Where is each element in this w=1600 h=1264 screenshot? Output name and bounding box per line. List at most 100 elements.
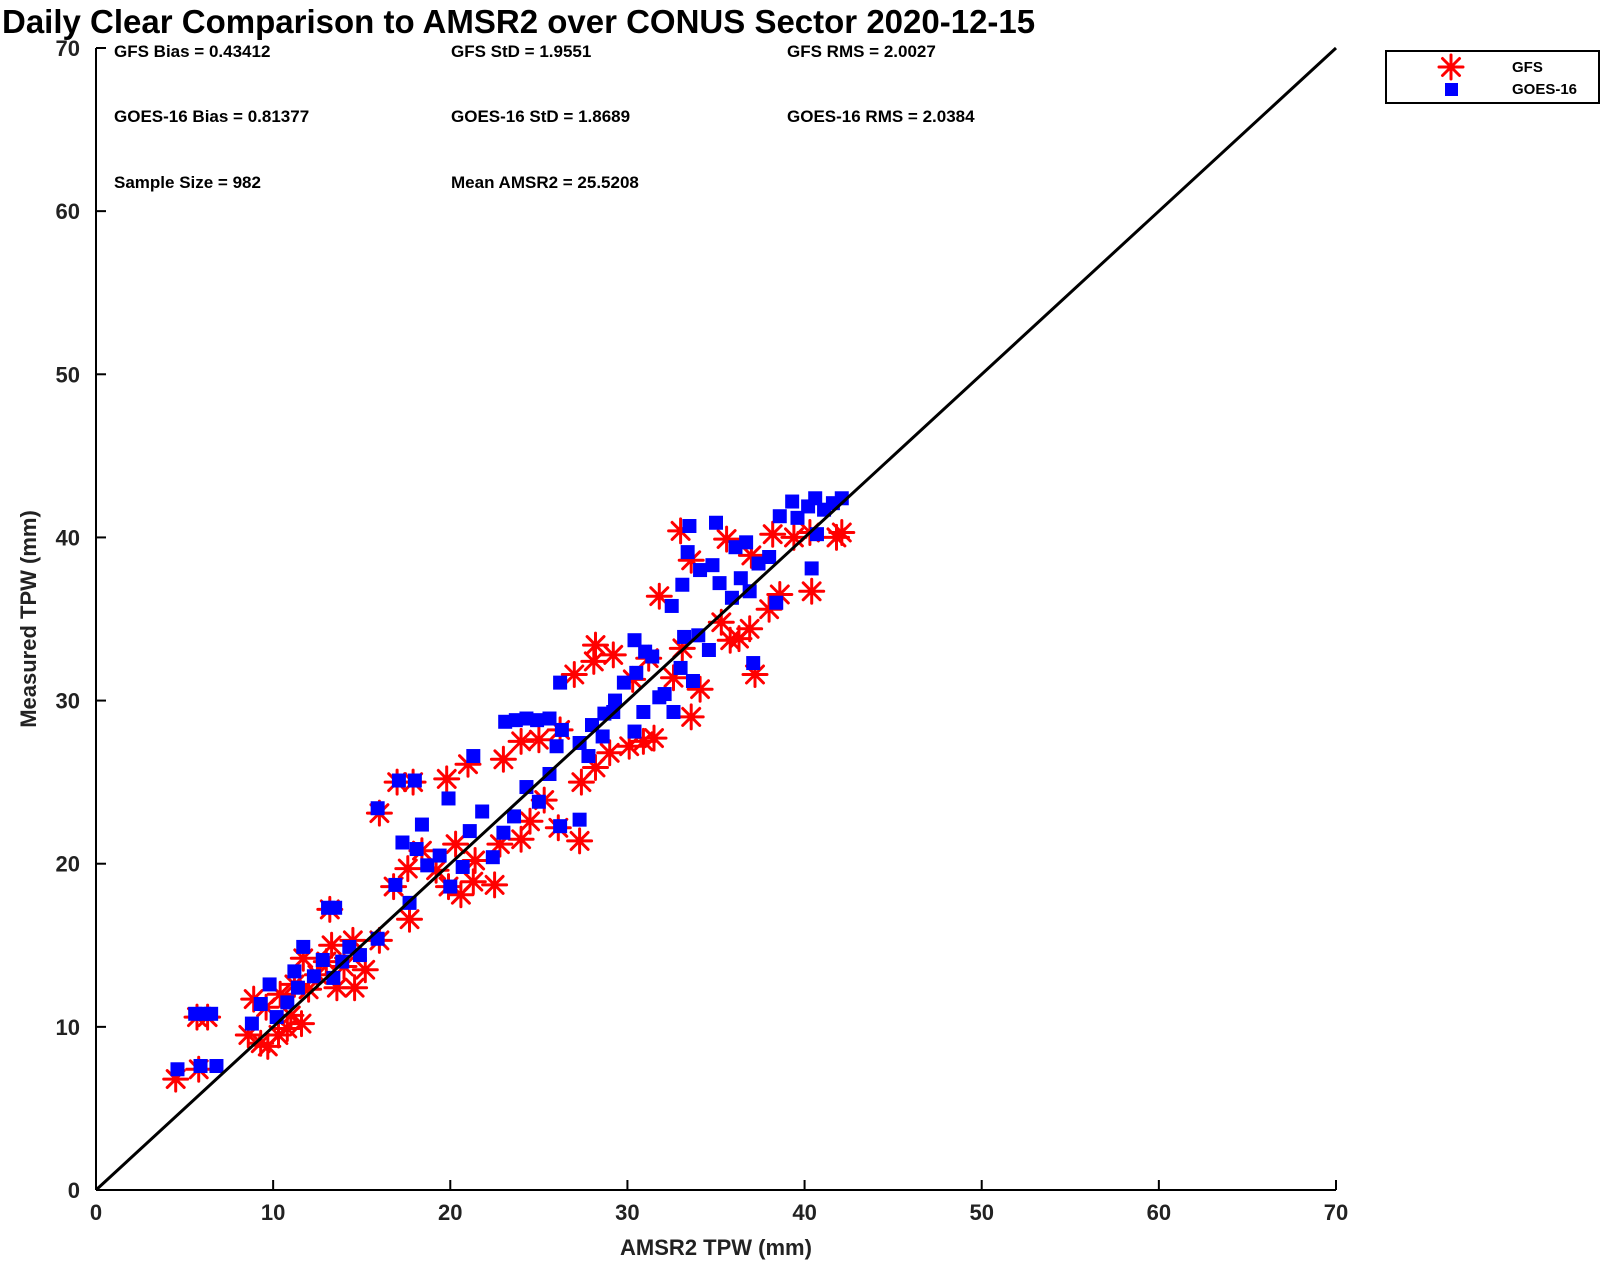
gfs-point xyxy=(323,974,351,1002)
x-axis-label: AMSR2 TPW (mm) xyxy=(620,1235,812,1260)
goes16-point xyxy=(475,804,490,819)
goes16-point xyxy=(595,729,610,744)
goes16-point xyxy=(409,842,424,857)
x-tick-label: 30 xyxy=(615,1200,639,1225)
gfs-point xyxy=(759,520,787,548)
goes16-point xyxy=(739,535,754,550)
goes16-point xyxy=(769,595,784,610)
legend-gfs-asterisk-stroke xyxy=(1437,53,1465,81)
goes16-point xyxy=(370,801,385,816)
goes16-point xyxy=(675,577,690,592)
gfs-point xyxy=(433,765,461,793)
statistics-panel: GFS Bias = 0.43412 GFS StD = 1.9551 GFS … xyxy=(114,42,975,192)
y-axis-label: Measured TPW (mm) xyxy=(16,510,41,728)
gfs-point xyxy=(162,1065,190,1093)
legend-goes16-square-icon xyxy=(1445,83,1458,96)
gfs-point xyxy=(615,732,643,760)
gfs-point xyxy=(599,641,627,669)
gfs-point xyxy=(645,582,673,610)
gfs-point xyxy=(560,661,588,688)
x-tick-label: 70 xyxy=(1324,1200,1348,1225)
gfs-point xyxy=(273,1015,301,1042)
gfs-point xyxy=(265,1021,292,1049)
goes16-point xyxy=(785,494,800,509)
goes16-point xyxy=(280,995,295,1010)
gfs-point xyxy=(640,724,668,752)
gfs-point xyxy=(780,523,808,551)
gfs-point xyxy=(725,625,753,653)
goes16-bias-text: GOES-16 Bias = 0.81377 xyxy=(114,107,309,126)
goes16-point xyxy=(432,848,447,863)
goes16-point xyxy=(664,598,679,613)
gfs-point xyxy=(240,985,268,1013)
gfs-point xyxy=(667,517,695,545)
goes16-point xyxy=(673,660,688,675)
goes16-point xyxy=(685,673,700,688)
goes16-point xyxy=(728,540,743,555)
gfs-point xyxy=(567,768,595,796)
goes16-point xyxy=(498,714,513,729)
goes16-point xyxy=(414,817,429,832)
gfs-point xyxy=(454,750,482,778)
legend-label-goes16: GOES-16 xyxy=(1512,81,1577,98)
legend-gfs-asterisk-icon xyxy=(1437,53,1465,81)
gfs-point xyxy=(351,956,379,984)
gfs-point xyxy=(507,727,535,755)
gfs-point xyxy=(755,595,783,623)
goes16-point xyxy=(616,675,631,690)
x-tick-label: 60 xyxy=(1147,1200,1171,1225)
goes16-point xyxy=(772,509,787,524)
gfs-point xyxy=(677,703,705,731)
goes16-point xyxy=(553,819,568,834)
y-tick-label: 0 xyxy=(68,1178,80,1203)
goes16-point xyxy=(287,964,302,979)
gfs-point xyxy=(596,739,624,767)
gfs-point xyxy=(489,745,517,773)
gfs-std-text: GFS StD = 1.9551 xyxy=(451,42,591,61)
goes16-point xyxy=(466,749,481,764)
x-tick-label: 0 xyxy=(90,1200,102,1225)
axis-ticks: 0 10 20 30 40 50 60 70 0 10 20 30 40 50 60 70 xyxy=(56,36,1349,1225)
gfs-point xyxy=(736,615,764,643)
gfs-point xyxy=(396,905,423,933)
sample-size-text: Sample Size = 982 xyxy=(114,173,261,192)
goes16-point xyxy=(296,939,311,954)
gfs-point xyxy=(459,868,487,896)
gfs-point xyxy=(707,608,735,636)
goes16-point xyxy=(804,561,819,576)
goes16-point xyxy=(693,563,708,578)
y-tick-label: 30 xyxy=(56,689,80,714)
goes16-point xyxy=(485,850,500,865)
y-tick-label: 70 xyxy=(56,36,80,61)
goes16-point xyxy=(542,711,557,726)
legend-box xyxy=(1385,50,1600,104)
goes16-point xyxy=(627,724,642,739)
gfs-point xyxy=(798,577,826,605)
goes16-point xyxy=(549,739,564,754)
goes16-point xyxy=(496,825,511,840)
gfs-point xyxy=(686,675,714,703)
goes16-point xyxy=(262,977,277,992)
goes16-point xyxy=(553,675,568,690)
goes16-point xyxy=(638,644,653,659)
x-tick-label: 10 xyxy=(261,1200,285,1225)
goes16-point xyxy=(391,773,406,788)
goes16-point xyxy=(629,665,644,680)
goes16-point xyxy=(507,809,522,824)
gfs-point xyxy=(713,525,741,553)
goes16-point xyxy=(328,900,343,915)
y-tick-label: 40 xyxy=(56,525,80,550)
goes16-rms-text: GOES-16 RMS = 2.0384 xyxy=(787,107,975,126)
goes16-point xyxy=(420,858,435,873)
goes16-point xyxy=(608,693,623,708)
goes16-std-text: GOES-16 StD = 1.8689 xyxy=(451,107,630,126)
y-tick-label: 20 xyxy=(56,852,80,877)
goes16-point xyxy=(742,584,757,599)
goes16-point xyxy=(627,633,642,648)
goes16-point xyxy=(519,711,534,726)
gfs-point xyxy=(447,881,475,909)
goes16-point xyxy=(751,556,766,571)
x-tick-label: 20 xyxy=(438,1200,462,1225)
one-to-one-line xyxy=(94,46,1338,1192)
